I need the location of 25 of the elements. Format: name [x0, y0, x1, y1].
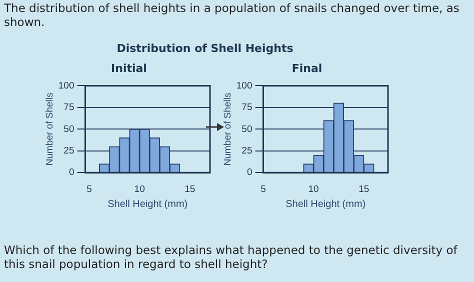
- x-axis-title: Shell Height (mm): [108, 198, 188, 210]
- x-tick-label: 15: [184, 184, 196, 195]
- x-tick-label: 15: [358, 184, 370, 195]
- x-tick-label: 5: [86, 184, 92, 195]
- y-tick-label: 100: [236, 80, 252, 92]
- y-tick-label: 50: [242, 124, 252, 135]
- chart-title: Final: [290, 62, 324, 75]
- text: Which of the following best explains what happened to the genetic diversity of this snail population in regard to shell height?: [4, 243, 458, 271]
- chart-title: Initial: [110, 62, 148, 75]
- text: Distribution of Shell Heights: [116, 42, 294, 56]
- y-tick-label: 25: [242, 146, 252, 156]
- y-tick-label: 50: [64, 124, 74, 135]
- y-axis-title: Number of Shells: [222, 92, 234, 166]
- y-tick-label: 0: [68, 167, 74, 178]
- x-tick-label: 5: [260, 184, 266, 195]
- y-tick-label: 75: [64, 102, 74, 114]
- x-tick-label: 10: [134, 184, 145, 195]
- x-axis-title: Shell Height (mm): [286, 198, 366, 210]
- y-axis-title: Number of Shells: [44, 92, 56, 166]
- y-tick-label: 25: [64, 146, 74, 156]
- text: The distribution of shell heights in a population of snails changed over time, as shown.: [4, 1, 460, 29]
- x-tick-label: 10: [308, 184, 319, 195]
- y-tick-label: 75: [242, 102, 252, 114]
- y-tick-label: 100: [58, 80, 74, 92]
- y-tick-label: 0: [246, 167, 252, 178]
